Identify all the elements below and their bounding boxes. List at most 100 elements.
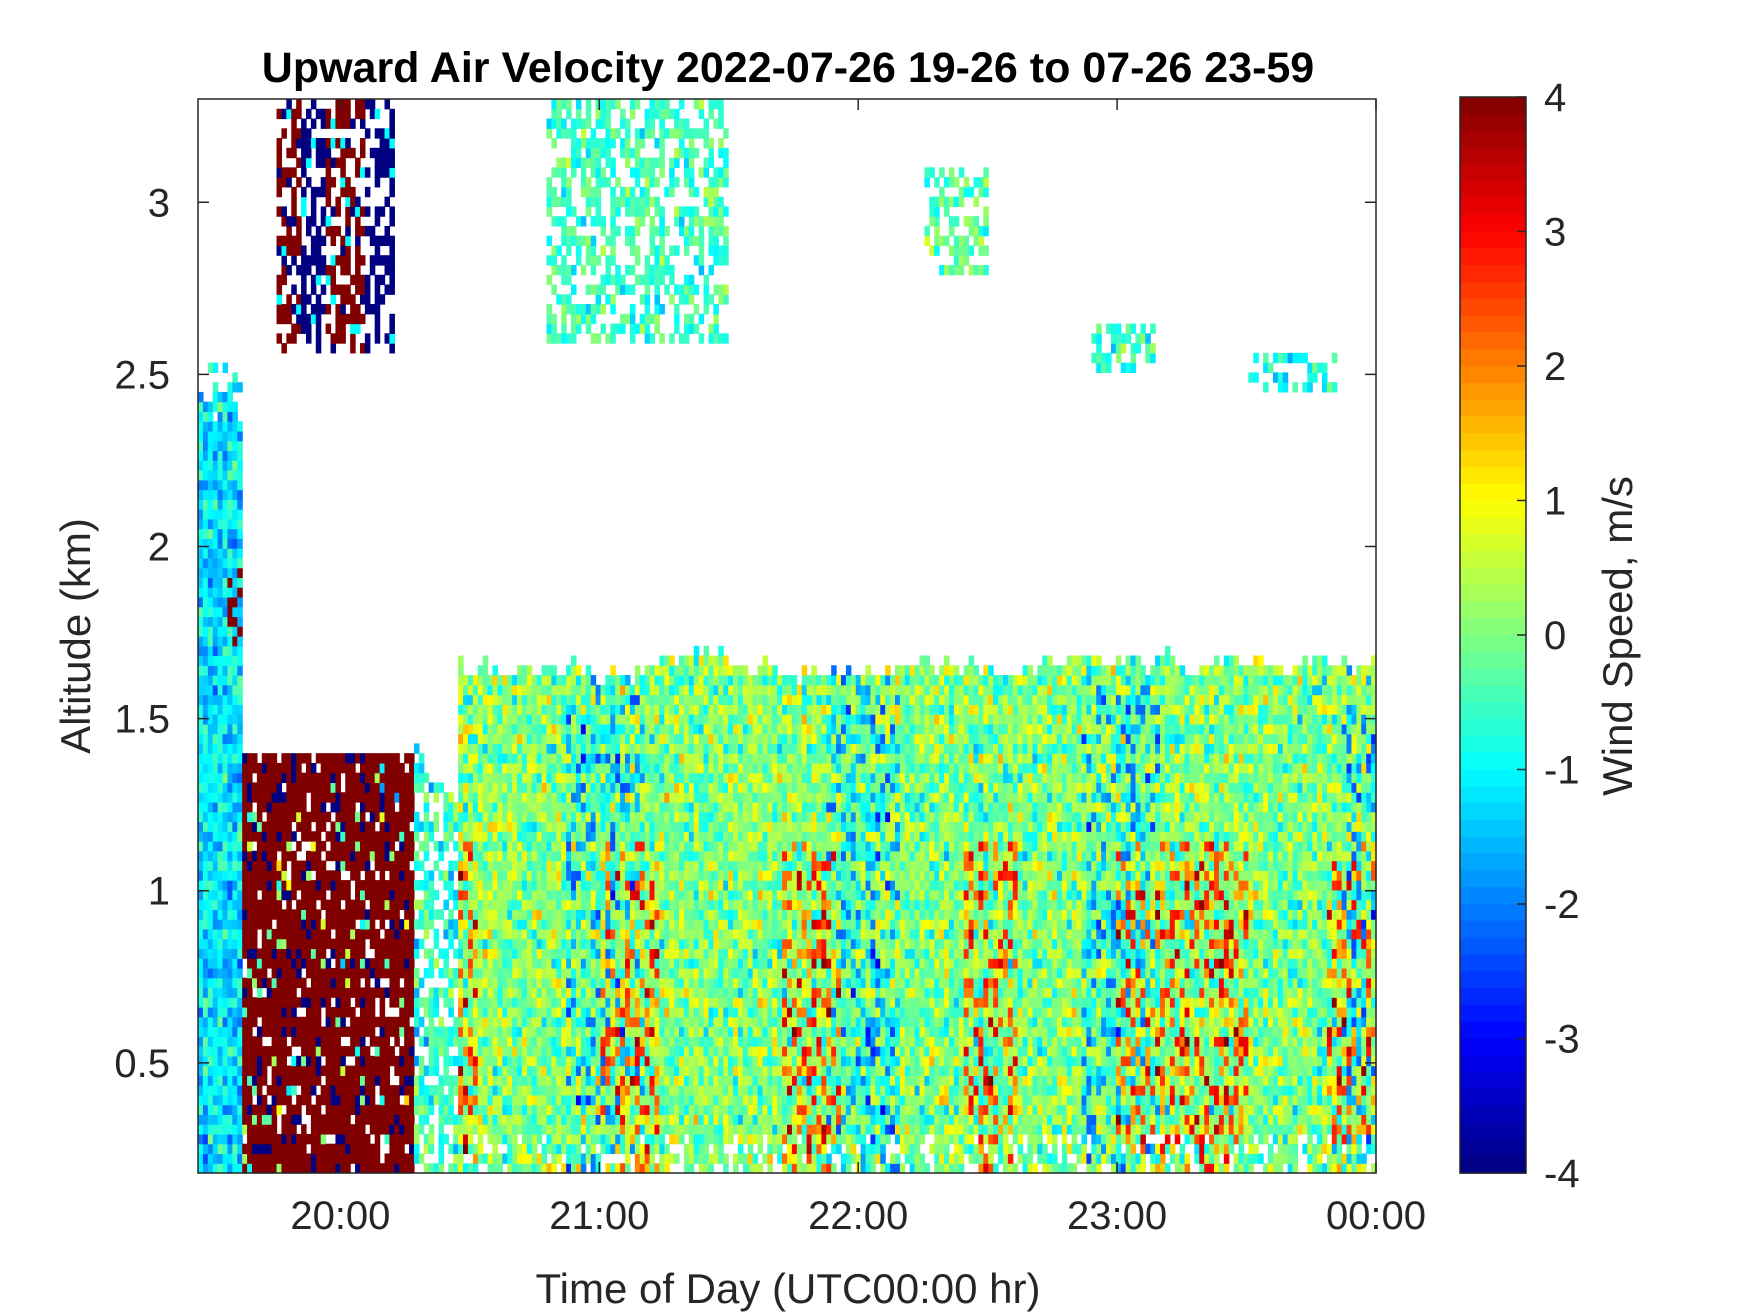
heatmap-cell	[399, 1105, 405, 1115]
heatmap-cell	[561, 763, 567, 773]
heatmap-cell	[385, 167, 391, 177]
heatmap-cell	[620, 880, 626, 890]
heatmap-cell	[650, 1095, 656, 1105]
heatmap-cell	[218, 978, 224, 988]
heatmap-cell	[252, 880, 258, 890]
heatmap-cell	[610, 236, 616, 246]
heatmap-cell	[252, 861, 258, 871]
heatmap-cell	[640, 802, 646, 812]
heatmap-cell	[262, 792, 268, 802]
heatmap-cell	[252, 978, 258, 988]
heatmap-cell	[561, 802, 567, 812]
heatmap-cell	[517, 1007, 523, 1017]
heatmap-cell	[566, 948, 572, 958]
heatmap-cell	[630, 197, 636, 207]
heatmap-cell	[458, 1075, 464, 1085]
heatmap-cell	[546, 831, 552, 841]
heatmap-cell	[380, 900, 386, 910]
heatmap-cell	[277, 1007, 283, 1017]
heatmap-cell	[331, 1114, 337, 1124]
heatmap-cell	[208, 1144, 214, 1154]
heatmap-cell	[463, 978, 469, 988]
heatmap-cell	[360, 919, 366, 929]
heatmap-cell	[571, 1105, 577, 1115]
heatmap-cell	[596, 1036, 602, 1046]
heatmap-cell	[218, 519, 224, 529]
heatmap-cell	[301, 870, 307, 880]
heatmap-cell	[576, 773, 582, 783]
heatmap-cell	[208, 636, 214, 646]
heatmap-cell	[404, 1085, 410, 1095]
heatmap-cell	[365, 919, 371, 929]
heatmap-cell	[458, 851, 464, 861]
heatmap-cell	[301, 148, 307, 158]
heatmap-cell	[630, 1114, 636, 1124]
heatmap-cell	[473, 782, 479, 792]
heatmap-cell	[493, 1095, 499, 1105]
heatmap-cell	[463, 1027, 469, 1037]
heatmap-cell	[203, 704, 209, 714]
heatmap-cell	[458, 987, 464, 997]
heatmap-cell	[488, 1114, 494, 1124]
heatmap-cell	[610, 987, 616, 997]
heatmap-cell	[213, 851, 219, 861]
heatmap-cell	[277, 822, 283, 832]
heatmap-cell	[316, 968, 322, 978]
heatmap-cell	[640, 1114, 646, 1124]
heatmap-cell	[208, 724, 214, 734]
heatmap-cell	[576, 1066, 582, 1076]
heatmap-cell	[291, 812, 297, 822]
heatmap-cell	[208, 734, 214, 744]
heatmap-cell	[448, 880, 454, 890]
heatmap-cell	[203, 548, 209, 558]
heatmap-cell	[311, 958, 317, 968]
heatmap-cell	[527, 1075, 533, 1085]
heatmap-cell	[242, 1114, 248, 1124]
heatmap-cell	[556, 1036, 562, 1046]
heatmap-cell	[522, 831, 528, 841]
heatmap-cell	[537, 782, 543, 792]
heatmap-cell	[561, 236, 567, 246]
heatmap-cell	[291, 333, 297, 343]
heatmap-cell	[223, 987, 229, 997]
heatmap-cell	[497, 1056, 503, 1066]
heatmap-cell	[345, 929, 351, 939]
heatmap-cell	[556, 245, 562, 255]
heatmap-cell	[532, 968, 538, 978]
heatmap-cell	[223, 538, 229, 548]
heatmap-cell	[350, 958, 356, 968]
heatmap-cell	[375, 1075, 381, 1085]
heatmap-cell	[625, 909, 631, 919]
heatmap-cell	[291, 890, 297, 900]
heatmap-cell	[350, 900, 356, 910]
heatmap-cell	[473, 1124, 479, 1134]
heatmap-cell	[527, 792, 533, 802]
heatmap-cell	[301, 206, 307, 216]
heatmap-cell	[650, 1153, 656, 1163]
heatmap-cell	[600, 831, 606, 841]
heatmap-cell	[556, 1066, 562, 1076]
heatmap-cell	[385, 1153, 391, 1163]
heatmap-cell	[610, 948, 616, 958]
heatmap-cell	[380, 1095, 386, 1105]
heatmap-cell	[561, 997, 567, 1007]
heatmap-cell	[610, 158, 616, 168]
heatmap-cell	[645, 675, 651, 685]
heatmap-cell	[605, 714, 611, 724]
heatmap-cell	[576, 929, 582, 939]
heatmap-cell	[453, 929, 459, 939]
heatmap-cell	[522, 1066, 528, 1076]
heatmap-cell	[502, 763, 508, 773]
heatmap-cell	[576, 1075, 582, 1085]
heatmap-cell	[630, 206, 636, 216]
heatmap-cell	[478, 1105, 484, 1115]
heatmap-cell	[281, 958, 287, 968]
heatmap-cell	[596, 109, 602, 119]
heatmap-cell	[566, 1066, 572, 1076]
heatmap-cell	[277, 187, 283, 197]
heatmap-cell	[532, 685, 538, 695]
heatmap-cell	[512, 792, 518, 802]
heatmap-cell	[546, 685, 552, 695]
heatmap-cell	[252, 1066, 258, 1076]
heatmap-cell	[605, 743, 611, 753]
